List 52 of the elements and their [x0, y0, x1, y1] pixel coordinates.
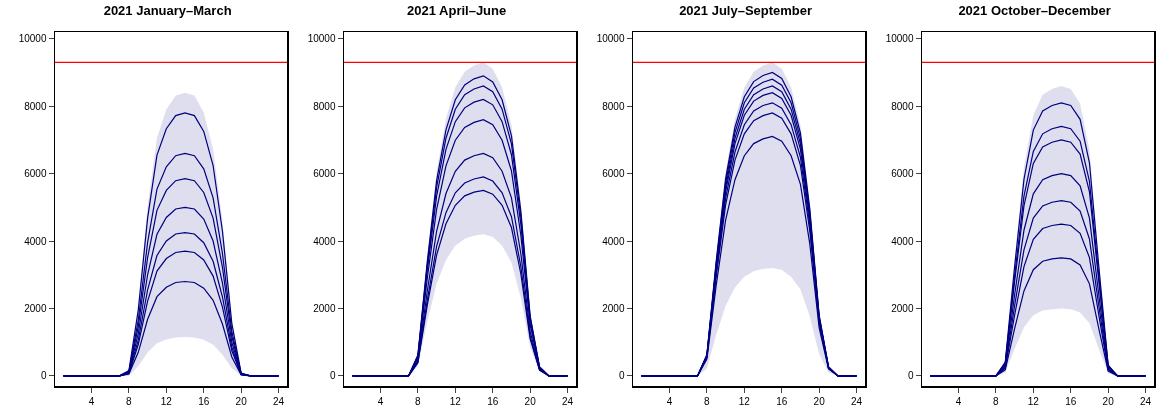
x-tick-label: 4 — [88, 395, 95, 407]
y-tick-label: 8000 — [602, 100, 625, 112]
x-tick-label: 24 — [562, 395, 574, 407]
y-tick-label: 4000 — [602, 235, 625, 247]
chart-title: 2021 April–June — [407, 3, 507, 19]
x-tick-label: 24 — [851, 395, 863, 407]
y-tick-label: 6000 — [891, 168, 914, 180]
x-tick-label: 4 — [377, 395, 384, 407]
y-tick-label: 6000 — [24, 168, 47, 180]
y-tick-label: 0 — [907, 370, 914, 382]
x-tick-label: 20 — [1102, 395, 1115, 407]
x-tick-label: 8 — [415, 395, 422, 407]
y-tick-label: 8000 — [313, 100, 336, 112]
x-tick-label: 8 — [126, 395, 133, 407]
y-tick-label: 4000 — [24, 235, 47, 247]
x-tick-label: 20 — [524, 395, 537, 407]
y-tick-label: 2000 — [24, 302, 47, 314]
y-tick-label: 2000 — [602, 302, 625, 314]
x-tick-label: 16 — [487, 395, 499, 407]
x-tick-label: 4 — [666, 395, 673, 407]
x-tick-label: 16 — [1065, 395, 1077, 407]
x-tick-label: 4 — [955, 395, 962, 407]
y-tick-label: 10000 — [18, 33, 47, 45]
chart-title: 2021 October–December — [958, 3, 1111, 19]
x-tick-label: 24 — [273, 395, 285, 407]
y-tick-label: 2000 — [313, 302, 336, 314]
y-tick-label: 10000 — [885, 33, 914, 45]
chart-title: 2021 January–March — [103, 3, 232, 19]
y-tick-label: 2000 — [891, 302, 914, 314]
x-tick-label: 24 — [1140, 395, 1152, 407]
x-tick-label: 16 — [198, 395, 210, 407]
x-tick-label: 8 — [993, 395, 1000, 407]
y-tick-label: 0 — [329, 370, 336, 382]
x-tick-label: 20 — [813, 395, 826, 407]
y-tick-label: 4000 — [891, 235, 914, 247]
y-tick-label: 0 — [618, 370, 625, 382]
y-tick-label: 10000 — [596, 33, 625, 45]
y-tick-label: 8000 — [24, 100, 47, 112]
y-tick-label: 8000 — [891, 100, 914, 112]
x-tick-label: 12 — [738, 395, 751, 407]
chart-title: 2021 July–September — [679, 3, 813, 19]
x-tick-label: 8 — [704, 395, 711, 407]
y-tick-label: 6000 — [602, 168, 625, 180]
y-tick-label: 4000 — [313, 235, 336, 247]
x-tick-label: 20 — [235, 395, 248, 407]
y-tick-label: 0 — [40, 370, 47, 382]
x-tick-label: 12 — [160, 395, 173, 407]
x-tick-label: 12 — [449, 395, 462, 407]
y-tick-label: 10000 — [307, 33, 336, 45]
x-tick-label: 16 — [776, 395, 788, 407]
x-tick-label: 12 — [1027, 395, 1040, 407]
y-tick-label: 6000 — [313, 168, 336, 180]
